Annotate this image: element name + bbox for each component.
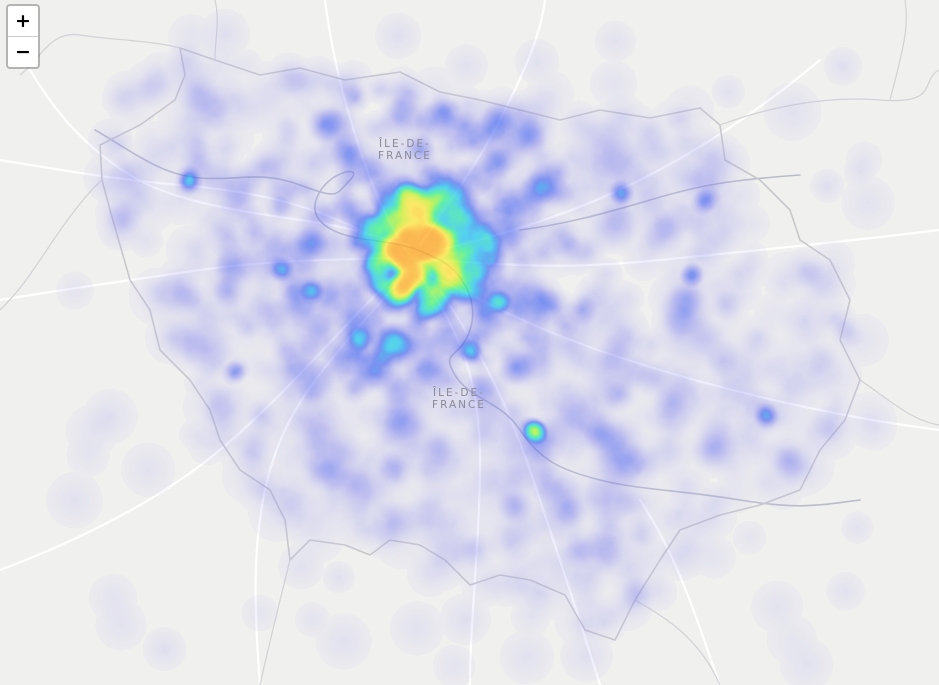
zoom-control: + − xyxy=(6,4,40,69)
zoom-out-button[interactable]: − xyxy=(8,36,38,67)
region-label-south: ÎLE-DE- FRANCE xyxy=(414,387,504,411)
region-label-line: FRANCE xyxy=(378,150,432,162)
region-label-line: ÎLE-DE- xyxy=(379,138,431,150)
region-label-line: ÎLE-DE- xyxy=(433,387,485,399)
region-label-north: ÎLE-DE- FRANCE xyxy=(360,138,450,162)
zoom-in-button[interactable]: + xyxy=(15,10,31,32)
region-label-line: FRANCE xyxy=(432,399,486,411)
